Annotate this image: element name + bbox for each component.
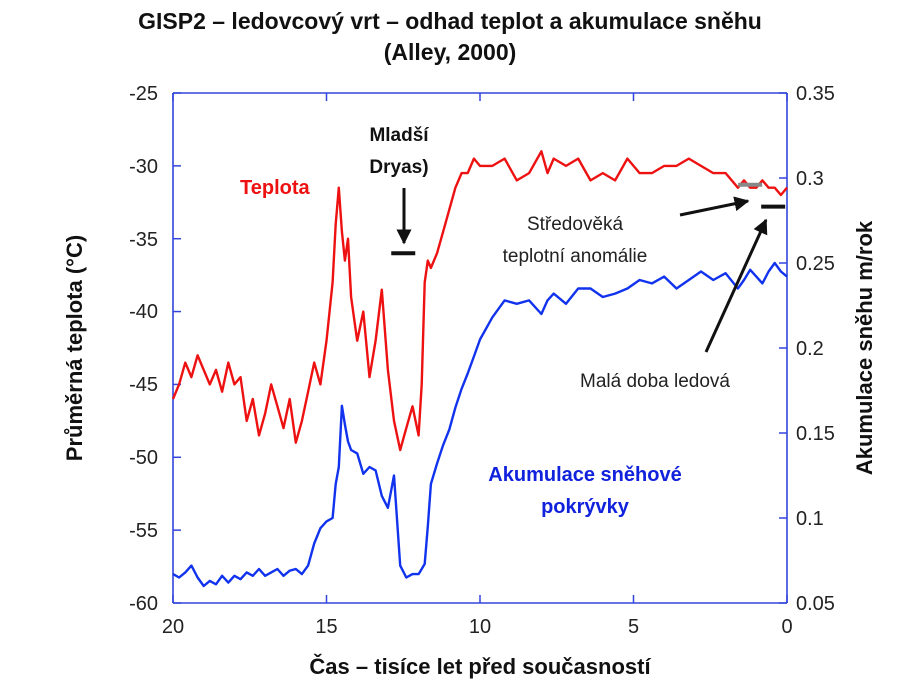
y-axis-left-title: Průměrná teplota (°C) [62, 235, 87, 461]
y-right-tick-label: 0.25 [796, 253, 835, 275]
x-axis-title: Čas – tisíce let před současností [309, 654, 651, 679]
x-tick-label: 0 [781, 616, 792, 638]
x-tick-labels: 20 15 10 5 0 [162, 616, 793, 638]
y-left-tick-label: -25 [129, 83, 158, 105]
y-left-tick-label: -55 [129, 520, 158, 542]
y-right-tick-label: 0.15 [796, 423, 835, 445]
arrow-stredoveka [679, 196, 750, 217]
y-left-tick-label: -40 [129, 301, 158, 323]
series-line-akumulace [172, 261, 788, 588]
y-left-tick-label: -60 [129, 593, 158, 615]
y-right-tick-label: 0.3 [796, 168, 824, 190]
plot-frame [172, 92, 788, 604]
annotation-stredoveka-1: Středověká [527, 214, 624, 235]
chart-title: GISP2 – ledovcový vrt – odhad teplot a a… [0, 6, 900, 68]
x-tick-label: 15 [315, 616, 337, 638]
y-right-tick-label: 0.05 [796, 593, 835, 615]
x-tick-label: 10 [469, 616, 491, 638]
x-tick-label: 5 [628, 616, 639, 638]
y-left-tick-label: -45 [129, 374, 158, 396]
annotation-stredoveka-2: teplotní anomálie [503, 246, 648, 267]
annotation-teplota: Teplota [240, 177, 311, 199]
annotation-akumulace-1: Akumulace sněhové [488, 464, 681, 486]
y-left-tick-labels: -25 -30 -35 -40 -45 -50 -55 -60 [129, 83, 158, 615]
annotation-mladsi-dryas-1: Mladší [369, 125, 429, 146]
x-tick-label: 20 [162, 616, 184, 638]
y-left-tick-label: -35 [129, 229, 158, 251]
y-left-tick-label: -50 [129, 447, 158, 469]
annotation-mladsi-dryas-2: Dryas) [369, 157, 428, 178]
y-right-tick-label: 0.2 [796, 338, 824, 360]
chart-title-line2: (Alley, 2000) [383, 39, 517, 65]
y-right-tick-label: 0.1 [796, 508, 824, 530]
y-left-tick-label: -30 [129, 156, 158, 178]
chart-title-line1: GISP2 – ledovcový vrt – odhad teplot a a… [138, 8, 762, 34]
ticks-layer [172, 92, 788, 604]
y-right-tick-label: 0.35 [796, 83, 835, 105]
annotation-mala-doba: Malá doba ledová [580, 371, 730, 392]
y-axis-right-title: Akumulace sněhu m/rok [852, 220, 877, 475]
annotation-akumulace-2: pokrývky [541, 496, 630, 518]
series-line-teplota [171, 150, 788, 452]
y-right-tick-labels: 0.35 0.3 0.25 0.2 0.15 0.1 0.05 [796, 83, 835, 615]
arrow-mala-doba [704, 218, 768, 353]
